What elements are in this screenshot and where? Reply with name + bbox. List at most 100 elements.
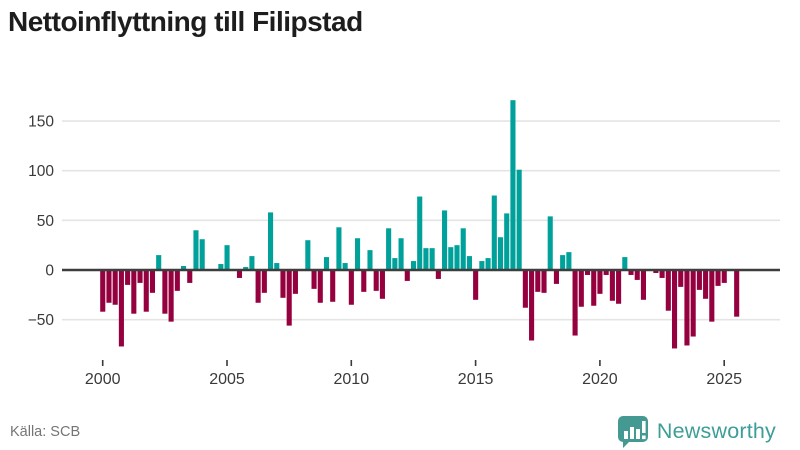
newsworthy-badge-icon: [617, 416, 648, 448]
bar-2004-q1: [199, 239, 205, 270]
bar-2002-q4: [168, 270, 174, 322]
bar-2000-q1: [100, 270, 106, 312]
bar-2025-q3: [734, 270, 740, 317]
bar-2009-q2: [330, 270, 336, 302]
bar-2020-q1: [597, 270, 603, 294]
bar-2010-q4: [367, 250, 373, 270]
bar-2020-q2: [603, 270, 609, 275]
bar-2023-q1: [671, 270, 678, 349]
bar-2003-q2: [180, 266, 187, 270]
bar-2001-q1: [125, 270, 131, 285]
bar-2015-q1: [473, 270, 479, 300]
bar-2024-q1: [696, 270, 702, 290]
bar-2007-q3: [286, 270, 292, 326]
bar-2009-q4: [342, 263, 348, 270]
bar-2012-q1: [398, 238, 404, 270]
bar-2002-q2: [156, 255, 162, 270]
newsworthy-logo: Newsworthy: [616, 415, 776, 448]
bar-2011-q3: [386, 228, 392, 270]
page-title: Nettoinflyttning till Filipstad: [8, 6, 363, 37]
bar-2003-q4: [193, 230, 199, 270]
x-axis-tick-label: 2010: [334, 371, 370, 388]
bar-2016-q3: [510, 100, 516, 271]
bar-2011-q4: [392, 258, 398, 270]
bar-2007-q2: [280, 270, 286, 298]
bar-2006-q4: [268, 212, 274, 270]
bar-2008-q4: [317, 270, 323, 303]
bar-2022-q2: [653, 270, 659, 273]
bar-2024-q2: [703, 270, 709, 299]
bar-2020-q4: [616, 270, 622, 304]
bar-2011-q2: [379, 270, 385, 299]
bar-2017-q4: [541, 270, 547, 293]
bar-2021-q2: [628, 270, 634, 275]
bar-2008-q3: [311, 270, 317, 289]
bar-2000-q3: [112, 270, 118, 305]
bar-2002-q1: [149, 270, 156, 293]
bar-2018-q3: [560, 255, 566, 270]
bar-2021-q1: [622, 257, 628, 270]
bar-2017-q2: [529, 270, 535, 341]
bar-2006-q1: [249, 256, 255, 270]
badge-bar-3: [635, 429, 640, 439]
bar-2025-q1: [721, 270, 727, 283]
bar-2010-q3: [361, 270, 367, 292]
bar-2006-q2: [255, 270, 261, 303]
bar-2019-q1: [572, 270, 578, 336]
brand-name: Newsworthy: [656, 418, 776, 443]
bar-2023-q3: [684, 270, 690, 346]
bar-2000-q4: [118, 270, 124, 347]
x-axis-tick-label: 2000: [85, 371, 121, 388]
bar-2024-q3: [709, 270, 715, 322]
bar-2019-q3: [584, 270, 591, 275]
bar-2024-q4: [715, 270, 721, 286]
bar-2019-q2: [578, 270, 584, 307]
bar-2010-q2: [355, 238, 361, 270]
x-axis-tick-label: 2015: [458, 371, 494, 388]
bar-2019-q4: [591, 270, 597, 306]
bar-2006-q3: [261, 270, 267, 293]
bar-2015-q2: [479, 261, 485, 270]
bar-2005-q3: [236, 270, 243, 278]
bar-2018-q4: [566, 252, 572, 270]
bar-2017-q3: [535, 270, 541, 292]
bar-2013-q3: [435, 270, 441, 279]
bar-2014-q2: [454, 245, 460, 270]
y-axis-tick-label: 100: [28, 163, 54, 180]
bar-2003-q3: [187, 270, 193, 283]
bar-2015-q4: [491, 195, 497, 270]
bar-2010-q1: [348, 270, 354, 305]
bar-2023-q4: [690, 270, 696, 337]
bar-2013-q2: [429, 248, 435, 270]
bar-2012-q4: [417, 196, 423, 270]
x-axis-tick-label: 2020: [582, 371, 618, 388]
bar-2003-q1: [174, 270, 180, 291]
bar-2017-q1: [522, 270, 528, 308]
bar-2007-q1: [274, 263, 280, 270]
y-axis-tick-label: 50: [37, 213, 55, 230]
bar-2022-q4: [665, 270, 671, 311]
bar-2014-q4: [466, 256, 472, 270]
bar-2005-q1: [224, 245, 230, 270]
bar-2001-q4: [143, 270, 149, 312]
bar-2012-q3: [410, 261, 417, 270]
bar-2022-q3: [659, 270, 665, 278]
bar-2021-q4: [640, 270, 647, 300]
bar-2014-q3: [460, 228, 466, 270]
badge-bar-2: [629, 427, 634, 439]
bar-2009-q3: [336, 227, 342, 270]
bar-2016-q1: [497, 237, 504, 270]
bar-2013-q4: [442, 210, 448, 270]
bar-2009-q1: [323, 257, 330, 270]
badge-exclamation-stem: [641, 421, 646, 433]
x-axis-tick-label: 2025: [706, 371, 742, 388]
bar-2012-q2: [404, 270, 410, 281]
bar-2023-q2: [678, 270, 684, 287]
bar-2016-q2: [504, 213, 510, 270]
bar-2016-q4: [516, 169, 522, 270]
bar-2018-q1: [547, 216, 553, 270]
y-axis-tick-label: 150: [28, 114, 54, 131]
bar-2014-q1: [448, 247, 454, 270]
y-axis-tick-label: 0: [45, 263, 54, 280]
